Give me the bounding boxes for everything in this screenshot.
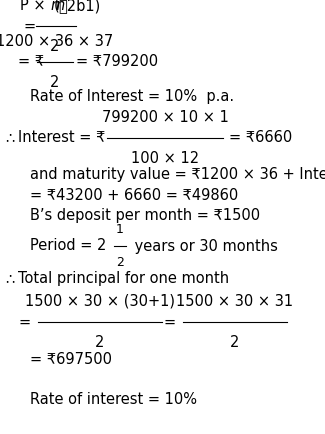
Text: years or 30 months: years or 30 months [130,239,278,253]
Text: Interest = ₹: Interest = ₹ [18,131,105,145]
Text: Period = 2: Period = 2 [30,239,106,253]
Text: 2: 2 [116,256,124,269]
Text: n: n [50,0,59,13]
Text: (: ( [54,0,59,13]
Text: 2: 2 [230,335,240,350]
Text: = ₹: = ₹ [18,55,44,69]
Text: = ₹6660: = ₹6660 [229,131,292,145]
Text: 2: 2 [50,39,60,54]
Text: = ₹799200: = ₹799200 [76,55,158,69]
Text: 799200 × 10 × 1: 799200 × 10 × 1 [101,110,228,125]
Text: = ₹697500: = ₹697500 [30,352,112,368]
Text: ∴: ∴ [5,272,14,286]
Text: and maturity value = ₹1200 × 36 + Interest: and maturity value = ₹1200 × 36 + Intere… [30,167,325,181]
Text: 100 × 12: 100 × 12 [131,151,199,166]
Text: Total principal for one month: Total principal for one month [18,272,229,286]
Text: Rate of Interest = 10%  p.a.: Rate of Interest = 10% p.a. [30,89,234,103]
Text: Rate of interest = 10%: Rate of interest = 10% [30,391,197,407]
Text: 1: 1 [116,223,124,236]
Text: B’s deposit per month = ₹1500: B’s deposit per month = ₹1500 [30,208,260,224]
Text: =: = [18,315,30,329]
Text: ∴: ∴ [5,131,14,145]
Text:  2b1):  2b1) [58,0,101,13]
Text: n: n [56,0,65,13]
Text: 1500 × 30 × (30+1): 1500 × 30 × (30+1) [25,294,175,309]
Text: = ₹43200 + 6660 = ₹49860: = ₹43200 + 6660 = ₹49860 [30,188,238,204]
Text: =: = [24,19,36,33]
Text: 2: 2 [50,75,60,90]
Text: 1200 × 36 × 37: 1200 × 36 × 37 [0,34,114,49]
Text: 2: 2 [95,335,105,350]
Text: =: = [164,315,176,329]
Text: P ×: P × [20,0,50,13]
Text: 1500 × 30 × 31: 1500 × 30 × 31 [176,294,293,309]
